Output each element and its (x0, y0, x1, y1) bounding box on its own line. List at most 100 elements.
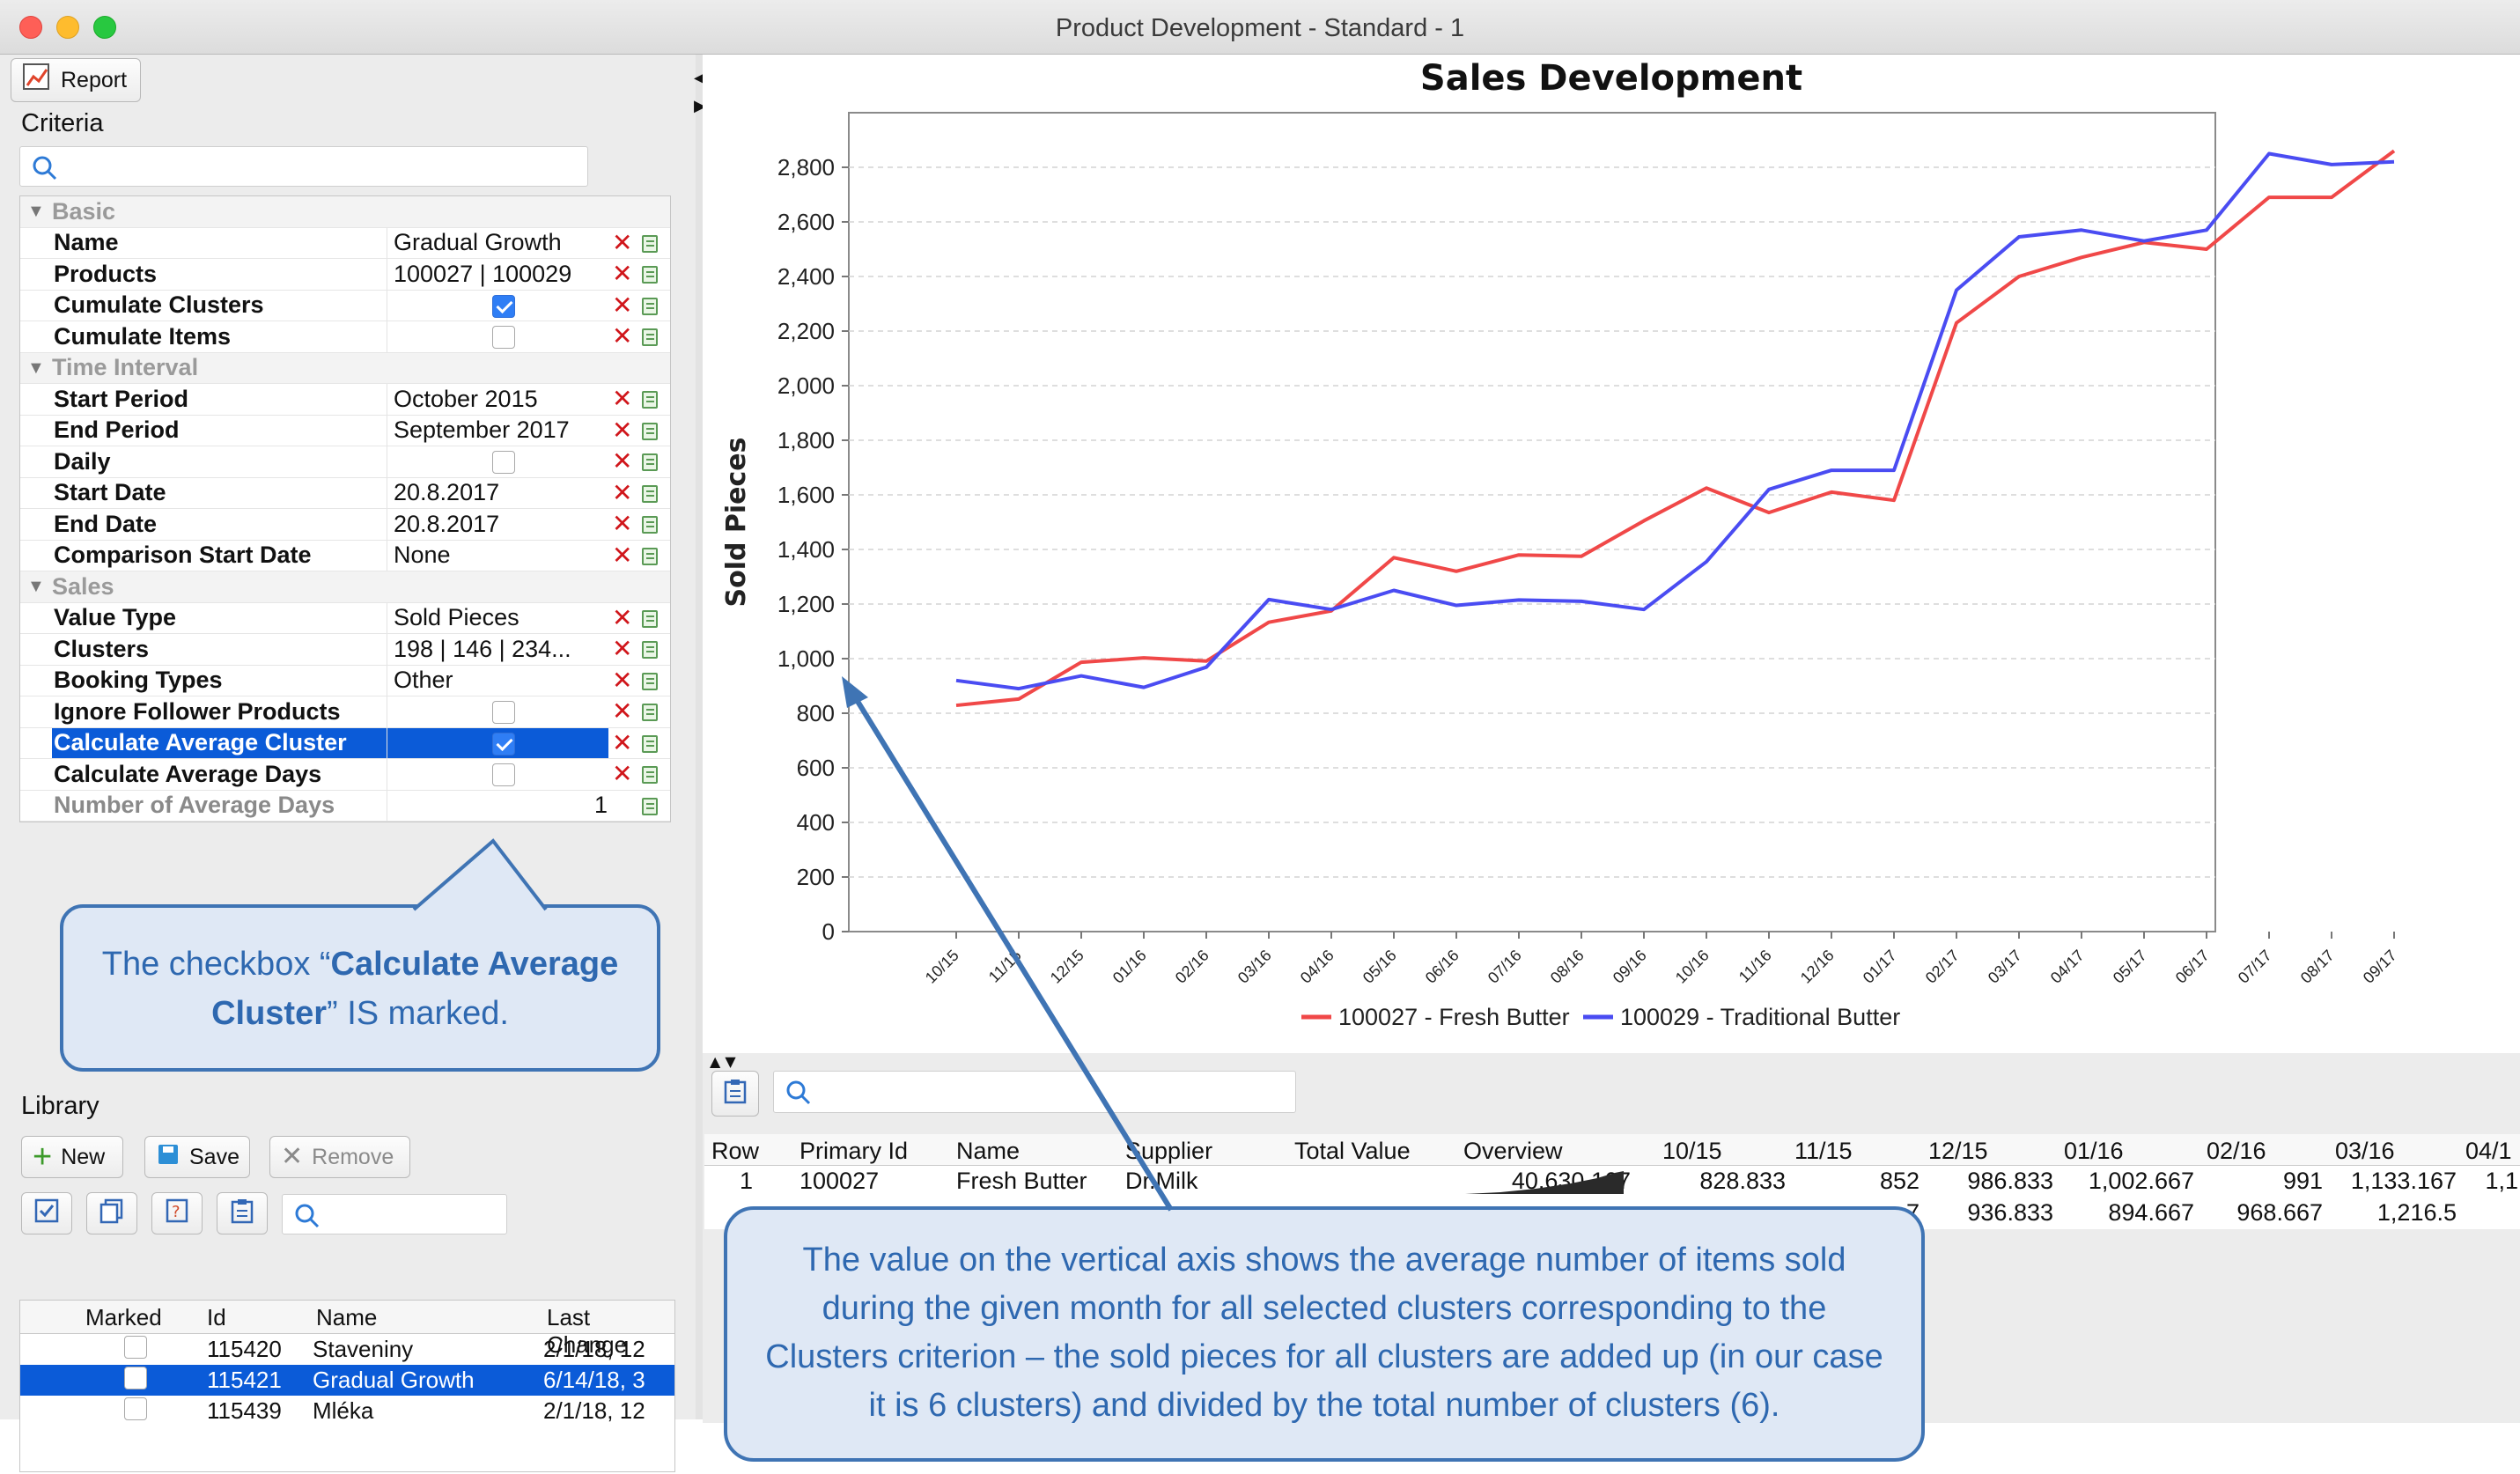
expand-triangle-icon[interactable]: ▼ (27, 202, 45, 221)
delete-x-icon[interactable]: ✕ (612, 385, 633, 412)
library-row[interactable]: 115439 Mléka 2/1/18, 12 (20, 1396, 674, 1426)
minimize-window-button[interactable] (56, 16, 79, 39)
criteria-row[interactable]: Products 100027 | 100029 ✕ (20, 259, 670, 291)
section-header[interactable]: ▼ Time Interval (20, 352, 670, 384)
edit-icon[interactable] (642, 484, 658, 503)
edit-icon[interactable] (642, 516, 658, 534)
edit-icon[interactable] (642, 641, 658, 659)
criteria-row[interactable]: Value Type Sold Pieces ✕ (20, 602, 670, 634)
library-row[interactable]: 115421 Gradual Growth 6/14/18, 3 (20, 1365, 674, 1396)
edit-icon[interactable] (642, 422, 658, 440)
table-col-header[interactable]: Name (956, 1138, 1021, 1164)
close-window-button[interactable] (19, 16, 42, 39)
criteria-row[interactable]: Cumulate Items ✕ (20, 321, 670, 353)
criteria-value[interactable]: Sold Pieces (394, 604, 519, 631)
edit-icon[interactable] (642, 297, 658, 315)
criteria-row[interactable]: Booking Types Other ✕ (20, 665, 670, 696)
col-name[interactable]: Name (316, 1304, 378, 1330)
table-row[interactable]: 1 100027 Fresh Butter Dr.Milk 40,630.167 828.… (704, 1166, 2520, 1198)
delete-x-icon[interactable]: ✕ (612, 666, 633, 694)
marked-checkbox[interactable] (124, 1367, 147, 1389)
edit-icon[interactable] (642, 328, 658, 346)
edit-icon[interactable] (642, 672, 658, 690)
table-search-input[interactable] (773, 1071, 1296, 1113)
section-header[interactable]: ▼ Basic (20, 196, 670, 228)
marked-checkbox[interactable] (124, 1397, 147, 1420)
table-col-header[interactable]: 12/15 (1928, 1138, 1988, 1164)
table-col-header[interactable]: Primary Id (799, 1138, 909, 1164)
criteria-row[interactable]: End Period September 2017 ✕ (20, 415, 670, 446)
new-button[interactable]: + New (21, 1136, 123, 1178)
zoom-window-button[interactable] (93, 16, 116, 39)
criteria-checkbox[interactable] (492, 763, 515, 786)
delete-x-icon[interactable]: ✕ (612, 697, 633, 725)
edit-icon[interactable] (642, 734, 658, 753)
delete-x-icon[interactable]: ✕ (612, 322, 633, 350)
library-search-input[interactable] (282, 1194, 507, 1234)
expand-triangle-icon[interactable]: ▼ (27, 577, 45, 596)
criteria-value[interactable]: 1 (594, 792, 608, 819)
criteria-value[interactable]: 20.8.2017 (394, 510, 500, 537)
criteria-value[interactable]: 100027 | 100029 (394, 260, 572, 287)
delete-x-icon[interactable]: ✕ (612, 760, 633, 787)
delete-x-icon[interactable]: ✕ (612, 228, 633, 256)
edit-icon[interactable] (642, 704, 658, 721)
edit-icon[interactable] (642, 234, 658, 253)
criteria-value[interactable]: Other (394, 667, 453, 694)
delete-x-icon[interactable]: ✕ (612, 541, 633, 569)
remove-button[interactable]: ✕ Remove (269, 1136, 410, 1178)
delete-x-icon[interactable]: ✕ (612, 510, 633, 537)
table-col-header[interactable]: Row (711, 1138, 760, 1164)
criteria-checkbox[interactable] (492, 326, 515, 349)
criteria-checkbox[interactable] (492, 732, 515, 755)
delete-x-icon[interactable]: ✕ (612, 447, 633, 475)
delete-x-icon[interactable]: ✕ (612, 635, 633, 662)
panel-collapse-arrows[interactable]: ▲ ▼ (710, 1053, 736, 1070)
library-mark-button[interactable] (21, 1192, 72, 1234)
table-clipboard-button[interactable] (711, 1071, 759, 1117)
criteria-value[interactable]: October 2015 (394, 385, 538, 412)
delete-x-icon[interactable]: ✕ (612, 728, 633, 756)
criteria-checkbox[interactable] (492, 294, 515, 318)
criteria-row[interactable]: Number of Average Days 1 (20, 790, 670, 822)
table-col-header[interactable]: 04/1 (2465, 1138, 2512, 1164)
criteria-row[interactable]: Name Gradual Growth ✕ (20, 227, 670, 259)
section-header[interactable]: ▼ Sales (20, 571, 670, 603)
criteria-value[interactable]: 20.8.2017 (394, 479, 500, 506)
criteria-value[interactable]: 198 | 146 | 234... (394, 635, 571, 662)
table-col-header[interactable]: Total Value (1294, 1138, 1411, 1164)
col-marked[interactable]: Marked (85, 1304, 162, 1330)
expand-triangle-icon[interactable]: ▼ (27, 357, 45, 378)
criteria-row[interactable]: Start Period October 2015 ✕ (20, 384, 670, 416)
delete-x-icon[interactable]: ✕ (612, 260, 633, 287)
table-col-header[interactable]: 03/16 (2335, 1138, 2395, 1164)
edit-icon[interactable] (642, 766, 658, 784)
criteria-row[interactable]: Ignore Follower Products ✕ (20, 696, 670, 728)
library-row[interactable]: 115420 Staveniny 2/1/18, 12 (20, 1334, 674, 1365)
edit-icon[interactable] (642, 453, 658, 471)
delete-x-icon[interactable]: ✕ (612, 291, 633, 319)
criteria-search-input[interactable] (19, 146, 588, 187)
delete-x-icon[interactable]: ✕ (612, 416, 633, 444)
edit-icon[interactable] (642, 547, 658, 565)
criteria-row[interactable]: Calculate Average Days ✕ (20, 759, 670, 791)
col-last-change[interactable]: Last Change (547, 1304, 628, 1358)
report-button[interactable]: Report (11, 58, 141, 102)
criteria-row[interactable]: Clusters 198 | 146 | 234... ✕ (20, 634, 670, 666)
table-col-header[interactable]: 01/16 (2064, 1138, 2124, 1164)
criteria-row[interactable]: Daily ✕ (20, 446, 670, 478)
criteria-value[interactable]: None (394, 542, 451, 569)
library-clipboard-button[interactable] (217, 1192, 268, 1234)
delete-x-icon[interactable]: ✕ (612, 478, 633, 506)
table-col-header[interactable]: 11/15 (1794, 1138, 1853, 1164)
criteria-checkbox[interactable] (492, 451, 515, 474)
criteria-row[interactable]: End Date 20.8.2017 ✕ (20, 509, 670, 541)
criteria-row[interactable]: Comparison Start Date None ✕ (20, 540, 670, 571)
edit-icon[interactable] (642, 609, 658, 628)
table-col-header[interactable]: 02/16 (2207, 1138, 2266, 1164)
table-col-header[interactable]: Overview (1463, 1138, 1563, 1164)
library-copy-button[interactable] (86, 1192, 137, 1234)
criteria-value[interactable]: September 2017 (394, 416, 570, 444)
criteria-checkbox[interactable] (492, 701, 515, 724)
